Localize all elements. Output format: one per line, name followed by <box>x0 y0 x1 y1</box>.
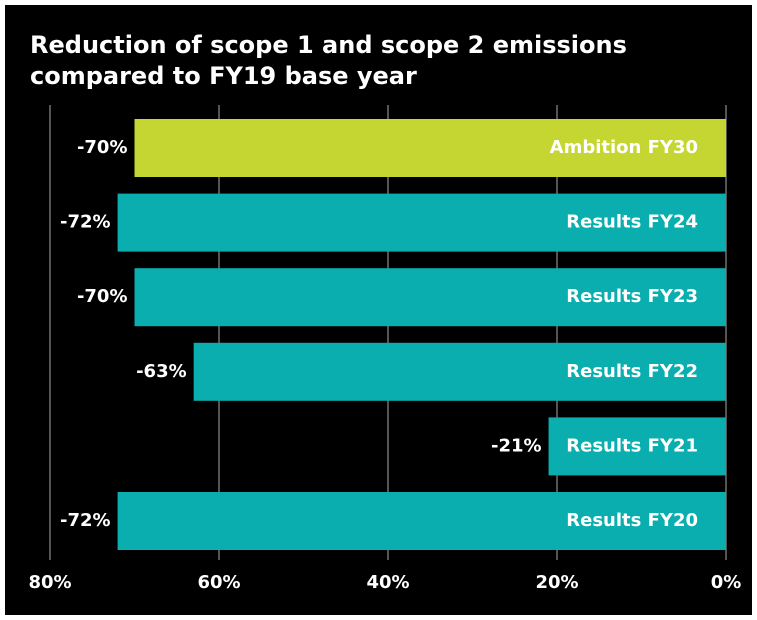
bar <box>193 342 726 401</box>
x-tick-label: 60% <box>197 572 240 593</box>
value-label: -70% <box>77 137 128 158</box>
x-tick-label: 0% <box>711 572 742 593</box>
value-label: -21% <box>491 435 542 456</box>
value-label: -72% <box>60 510 111 531</box>
category-label: Results FY24 <box>566 212 698 233</box>
bar <box>134 268 726 327</box>
bar <box>548 417 726 476</box>
category-label: Ambition FY30 <box>550 137 698 158</box>
x-tick-label: 40% <box>366 572 409 593</box>
bar <box>117 193 727 252</box>
value-label: -72% <box>60 212 111 233</box>
bar <box>134 119 726 177</box>
bar <box>117 492 727 550</box>
category-label: Results FY20 <box>566 510 698 531</box>
category-label: Results FY23 <box>566 286 698 307</box>
x-tick-label: 80% <box>28 572 71 593</box>
value-label: -70% <box>77 286 128 307</box>
value-label: -63% <box>136 361 187 382</box>
category-label: Results FY22 <box>566 361 698 382</box>
chart-title: compared to FY19 base year <box>30 62 417 90</box>
chart-title: Reduction of scope 1 and scope 2 emissio… <box>30 31 627 59</box>
category-label: Results FY21 <box>566 435 698 456</box>
x-tick-label: 20% <box>535 572 578 593</box>
